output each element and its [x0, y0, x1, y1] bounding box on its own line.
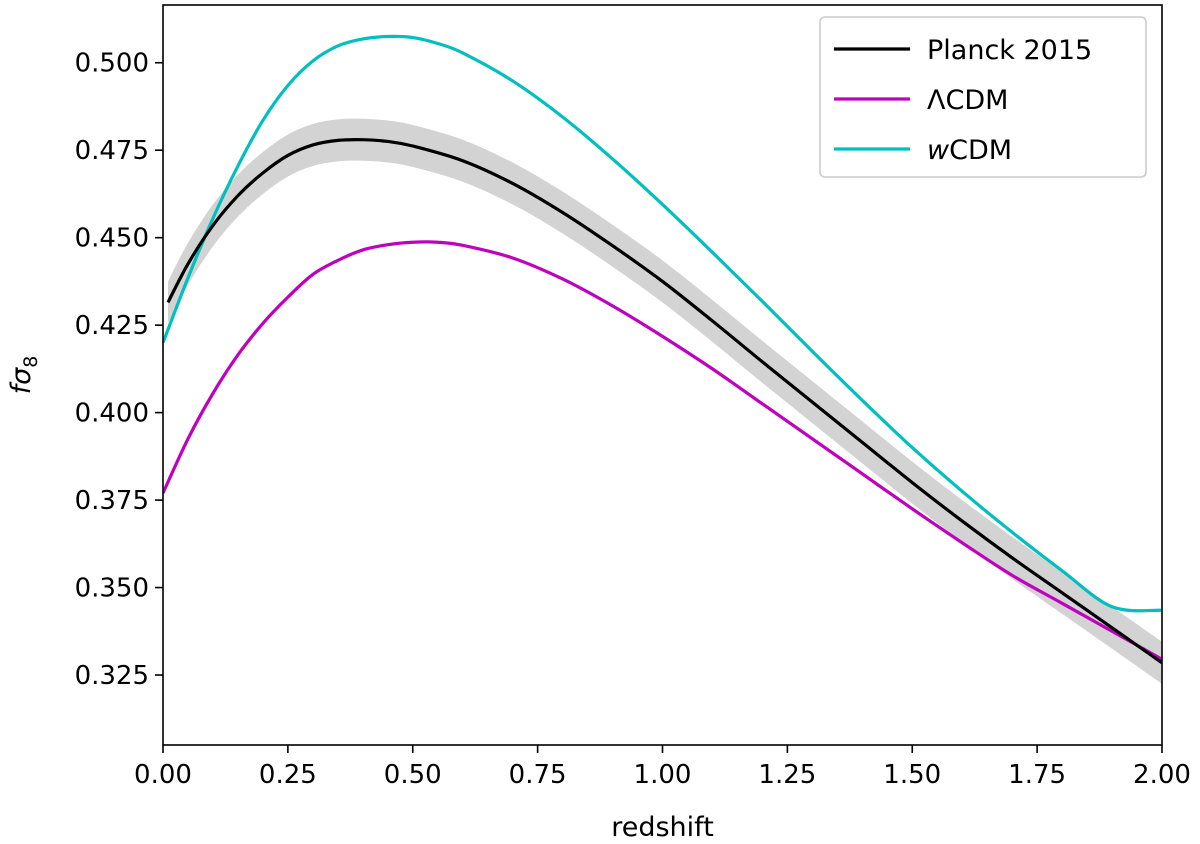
x-tick-label: 0.75	[509, 760, 567, 790]
x-tick-label: 1.50	[883, 760, 941, 790]
y-axis-label: fσ8	[6, 356, 42, 395]
y-tick-label: 0.450	[75, 224, 149, 254]
y-axis-label-sub: 8	[20, 356, 42, 368]
y-axis: 0.325 0.350 0.375 0.400 0.425 0.450 0.475 0.500	[75, 49, 163, 691]
band-0	[168, 118, 1162, 684]
y-axis-label-main: fσ	[6, 367, 37, 395]
y-tick-label: 0.425	[75, 311, 149, 341]
x-tick-label: 1.25	[758, 760, 816, 790]
x-axis: 0.00 0.25 0.50 0.75 1.00 1.25 1.50 1.75 2.00	[134, 745, 1191, 790]
y-tick-label: 0.400	[75, 399, 149, 429]
y-tick-label: 0.325	[75, 661, 149, 691]
series-line-2	[163, 34, 1162, 613]
y-tick-label: 0.500	[75, 49, 149, 79]
confidence-bands	[168, 118, 1162, 684]
x-tick-label: 2.00	[1133, 760, 1191, 790]
x-tick-label: 0.00	[134, 760, 192, 790]
series-line-0	[166, 138, 1162, 665]
y-tick-label: 0.350	[75, 574, 149, 604]
x-tick-label: 0.50	[384, 760, 442, 790]
y-tick-label: 0.475	[75, 136, 149, 166]
legend-label-1: ΛCDM	[927, 85, 1008, 116]
x-tick-label: 0.25	[259, 760, 317, 790]
series-lines	[163, 34, 1162, 665]
y-tick-label: 0.375	[75, 486, 149, 516]
series-line-1	[163, 240, 1162, 661]
x-axis-label: redshift	[611, 812, 714, 843]
legend-label-0: Planck 2015	[927, 35, 1092, 66]
x-tick-label: 1.75	[1008, 760, 1066, 790]
x-tick-label: 1.00	[634, 760, 692, 790]
legend-box	[819, 16, 1147, 178]
legend: Planck 2015 ΛCDM wCDM	[819, 16, 1147, 178]
legend-label-2: wCDM	[927, 135, 1012, 166]
